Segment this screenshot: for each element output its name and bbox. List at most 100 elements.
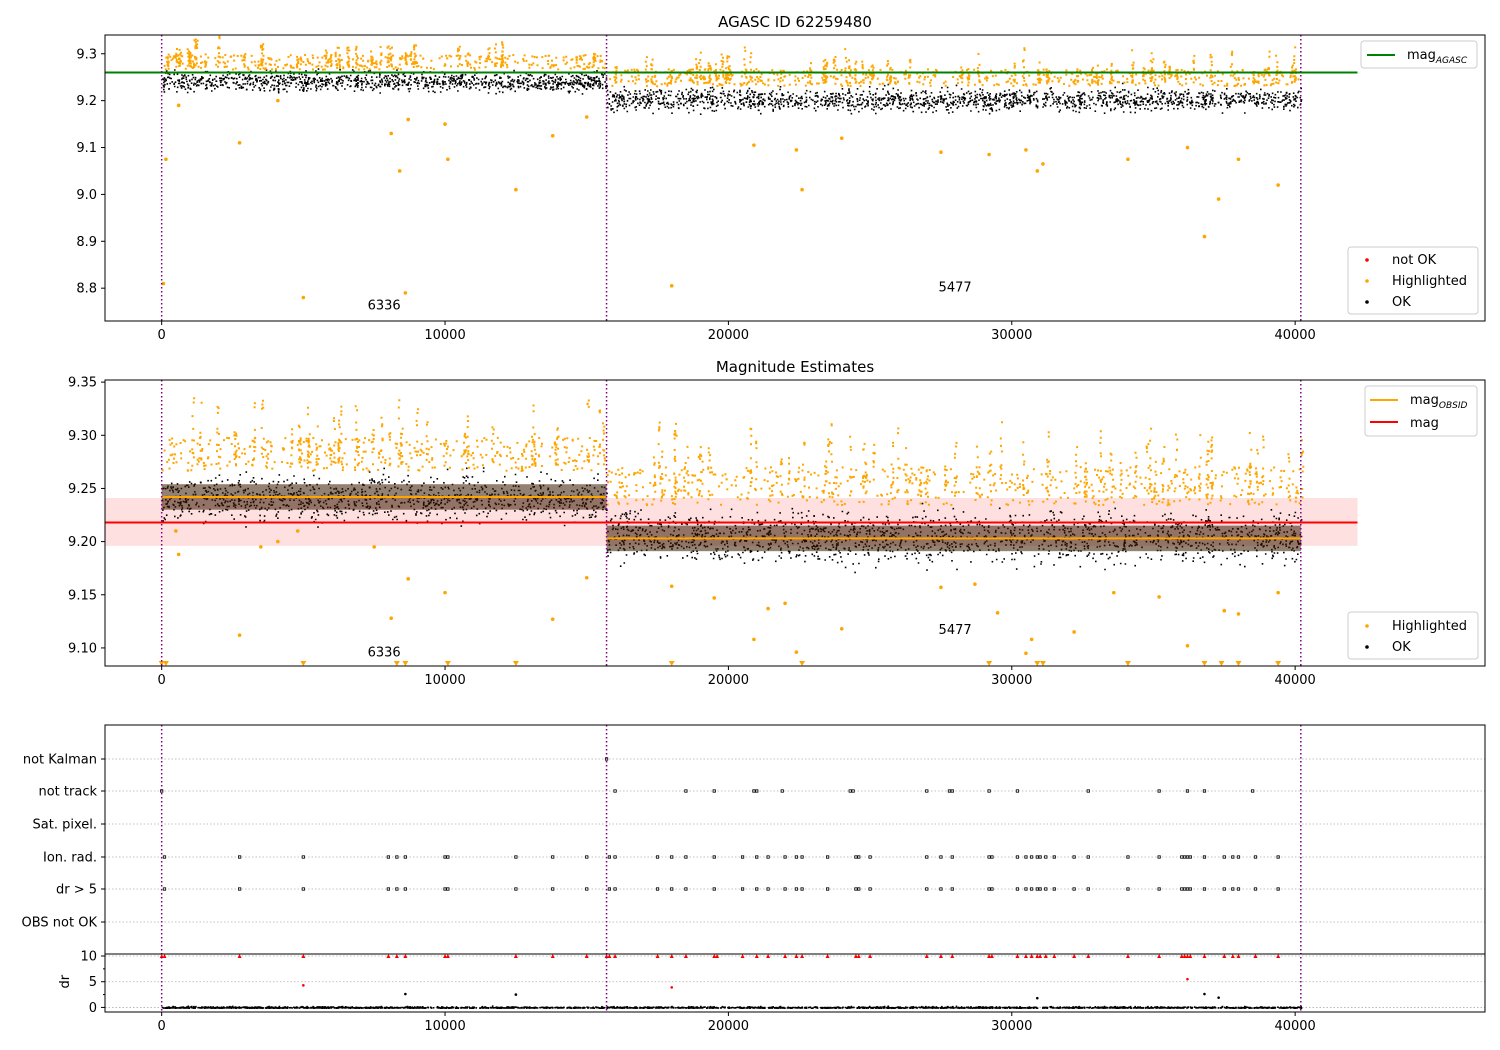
dr-clipped-point (1179, 954, 1184, 958)
magest-frame (104, 379, 1486, 667)
flag-row-label: not Kalman (23, 753, 97, 768)
legend-ok-label: OK (1392, 295, 1411, 310)
flag-point (684, 887, 688, 891)
flag-point (607, 887, 611, 891)
agasc-highlighted-outlier (939, 150, 943, 155)
dr-clipped-point (403, 954, 408, 958)
below-axis-marker (1124, 661, 1131, 666)
flag-point (1185, 789, 1190, 793)
magest-highlighted-outlier (174, 529, 178, 533)
dr-clipped-point (987, 954, 992, 958)
flag-point (162, 887, 167, 891)
flag-point (1015, 789, 1020, 793)
flag-point (613, 789, 617, 793)
flag-point (950, 887, 954, 891)
dr-clipped-point (783, 954, 788, 958)
magest-ytick-label: 9.35 (68, 376, 97, 391)
flag-point (395, 855, 399, 859)
flag-point (613, 887, 617, 891)
flag-point (1251, 789, 1255, 793)
flag-point (585, 887, 589, 891)
dr-clipped-point (607, 954, 612, 958)
below-axis-marker (393, 661, 400, 666)
flag-point (684, 855, 688, 859)
agasc-xtick-label: 20000 (708, 328, 749, 343)
dr-clipped-point (237, 954, 242, 958)
magest-highlighted-outlier (1157, 595, 1161, 599)
agasc-highlighted-outlier (669, 284, 674, 288)
flags-xtick-label: 0 (158, 1019, 166, 1034)
below-axis-marker (986, 661, 993, 666)
flag-point (1030, 855, 1034, 859)
legend-mag-agasc: magAGASC (1360, 40, 1478, 69)
flag-point (854, 887, 858, 891)
agasc-highlighted-points (163, 35, 607, 71)
agasc-highlighted-outlier (406, 117, 411, 122)
flag-point (1044, 855, 1048, 859)
agasc-highlighted-outlier (1185, 145, 1190, 150)
flag-point (1126, 855, 1130, 859)
magest-xtick-label: 10000 (424, 673, 465, 688)
flag-point (868, 855, 872, 859)
flag-point (1231, 855, 1235, 859)
magest-xtick-label: 0 (158, 673, 166, 688)
flag-point (1185, 887, 1190, 891)
dr-clipped-point (1052, 954, 1057, 958)
flags-xtick-label: 20000 (708, 1019, 749, 1034)
flag-point (1202, 789, 1207, 793)
flag-point (1126, 887, 1130, 891)
dr-clipped-point (1188, 954, 1193, 958)
flags-xtick-label: 40000 (1274, 1019, 1315, 1034)
flag-point (1015, 887, 1020, 891)
agasc-ytick-label: 9.3 (76, 47, 97, 62)
flag-point (1253, 887, 1258, 891)
agasc-highlighted-outlier (1041, 162, 1045, 166)
flag-point (670, 887, 674, 891)
magnitude-estimates-title: Magnitude Estimates (716, 358, 874, 376)
flag-point (766, 855, 770, 859)
agasc-ytick-label: 8.9 (76, 235, 97, 250)
flag-point (446, 855, 450, 859)
flag-point (1024, 855, 1028, 859)
dr-clipped-point (1182, 954, 1187, 958)
below-axis-marker (1218, 661, 1225, 666)
flag-point (987, 789, 991, 793)
flag-point (386, 887, 390, 891)
dr-clipped-point (669, 954, 674, 958)
dr-clipped-point (856, 954, 861, 958)
below-axis-marker (1275, 661, 1282, 666)
flags-xtick-label: 10000 (424, 1019, 465, 1034)
agasc-frame (104, 34, 1486, 322)
flag-point (712, 789, 716, 793)
magest-highlighted-outlier (995, 611, 1000, 615)
agasc-panel: 6336 5477 0 10000 20000 30000 40000 8.8 8.9 9.0 9.… (76, 34, 1486, 343)
flag-point (1276, 855, 1280, 859)
legend-ok-label-2: OK (1392, 640, 1411, 655)
flag-point (868, 887, 872, 891)
agasc-highlighted-outlier (987, 152, 991, 157)
flag-point (1180, 855, 1184, 859)
flag-point (766, 887, 770, 891)
dr-clipped-point (868, 954, 873, 958)
dr-ok-points (161, 1005, 1303, 1009)
flag-point (1035, 887, 1039, 891)
magest-ytick-label: 9.25 (68, 482, 97, 497)
dr-clipped-point (1015, 954, 1020, 958)
dr-point (302, 984, 305, 987)
agasc-highlighted-outlier (514, 187, 518, 192)
agasc-ytick-label: 9.0 (76, 188, 97, 203)
dr-clipped-point (938, 954, 943, 958)
flag-point (783, 887, 787, 891)
magest-highlighted-outlier (1029, 637, 1034, 642)
flag-point (1202, 887, 1207, 891)
flag-point (301, 855, 305, 859)
below-axis-marker (799, 661, 806, 666)
dr-clipped-point (550, 954, 555, 958)
flag-row-label: dr > 5 (56, 883, 97, 898)
agasc-xtick-label: 10000 (424, 328, 465, 343)
flag-point (237, 887, 242, 891)
flag-point (1236, 887, 1241, 891)
agasc-highlighted-outlier (839, 136, 844, 140)
flag-point (1185, 855, 1190, 859)
agasc-highlighted-outlier (443, 122, 447, 126)
